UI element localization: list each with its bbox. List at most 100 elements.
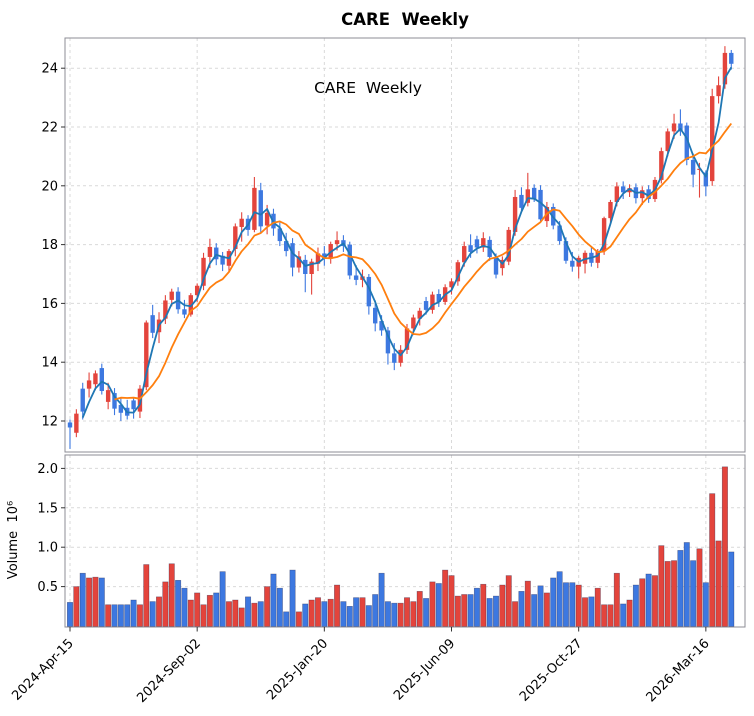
candle-body [220, 255, 225, 265]
candle-body [315, 253, 321, 264]
volume-bar [314, 597, 321, 627]
volume-bar [512, 601, 519, 627]
price-tick-label: 22 [41, 121, 58, 136]
volume-bar [588, 596, 595, 627]
candle-body [252, 187, 257, 230]
volume-bar [562, 582, 569, 627]
volume-bar [658, 545, 665, 627]
candle-body [322, 253, 327, 259]
volume-bar [683, 542, 690, 627]
volume-bar [556, 571, 563, 627]
price-tick-label: 16 [41, 297, 58, 312]
volume-bar [295, 611, 302, 627]
candle-body [570, 260, 575, 267]
candle-body [67, 422, 73, 428]
candle-body [277, 228, 283, 242]
volume-panel-border [64, 454, 746, 628]
candle-body [303, 259, 308, 274]
volume-bar [372, 594, 379, 627]
candle-body [627, 188, 632, 193]
volume-bar [575, 584, 582, 627]
volume-bar [429, 581, 436, 627]
x-tick-label: 2026-Mar-16 [644, 636, 713, 705]
volume-bar [569, 582, 576, 627]
volume-bar [651, 575, 658, 627]
volume-bar [493, 595, 500, 627]
volume-bar [677, 550, 684, 627]
candle-body [436, 293, 441, 302]
candle-body [557, 225, 562, 242]
candle-body [131, 400, 136, 410]
candle-body [678, 123, 683, 132]
candle-body [468, 245, 473, 252]
candle-body [423, 301, 429, 310]
volume-bar [404, 597, 411, 627]
candle-body [684, 125, 689, 160]
volume-bar [721, 466, 728, 627]
candle-body [163, 300, 168, 319]
candle-body [80, 388, 85, 412]
candle-body [722, 52, 728, 85]
volume-bar [257, 601, 264, 627]
x-tick-label: 2025-Jun-09 [391, 636, 458, 703]
volume-bar [359, 597, 366, 627]
volume-bar [206, 594, 213, 627]
candle-body [258, 190, 263, 227]
volume-bar [690, 560, 697, 627]
candle-body [462, 246, 467, 263]
candle-body [194, 285, 200, 296]
volume-tick-label: 1.0 [37, 541, 58, 556]
volume-bar [245, 596, 252, 627]
volume-bar [639, 578, 646, 627]
candle-body [309, 261, 314, 274]
price-tick-label: 24 [41, 62, 58, 77]
candle-body [519, 194, 524, 208]
volume-bar [524, 580, 531, 627]
candle-body [373, 307, 378, 324]
volume-bar [410, 601, 417, 627]
candle-body [347, 244, 352, 276]
volume-bar [270, 573, 277, 627]
candle-body [99, 368, 104, 392]
candle-body [93, 373, 98, 385]
candle-body [105, 390, 111, 402]
volume-bar [620, 603, 627, 627]
volume-bar [550, 577, 557, 627]
volume-bar [594, 587, 601, 627]
volume-bar [397, 602, 404, 627]
candle-body [659, 151, 664, 180]
volume-bar [702, 582, 709, 627]
candle-body [640, 190, 645, 199]
volume-bar [238, 607, 245, 627]
volume-bar [105, 604, 112, 627]
candle-body [214, 247, 219, 260]
volume-bar [251, 602, 258, 627]
volume-bar [264, 586, 271, 627]
volume-bar [645, 573, 652, 627]
volume-bar [728, 551, 735, 627]
volume-bar [613, 572, 620, 627]
candle-body [112, 393, 117, 409]
candle-body [449, 281, 454, 288]
volume-bar [473, 587, 480, 627]
candle-body [417, 310, 422, 319]
volume-bar [543, 592, 550, 627]
volume-bar [467, 594, 474, 627]
candle-body [296, 256, 302, 268]
candle-body [601, 218, 607, 252]
volume-bar [92, 576, 99, 627]
candle-body [455, 262, 461, 282]
candle-body [264, 212, 270, 226]
volume-bar [289, 569, 296, 627]
volume-bar [505, 575, 512, 627]
candle-body [646, 189, 651, 200]
candle-body [474, 239, 480, 248]
volume-bar [86, 577, 93, 627]
candle-body [392, 353, 397, 363]
volume-bar [518, 591, 525, 627]
candle-body [118, 404, 124, 413]
price-tick-label: 12 [41, 415, 58, 430]
volume-bar [187, 599, 194, 627]
volume-bar [334, 584, 341, 627]
